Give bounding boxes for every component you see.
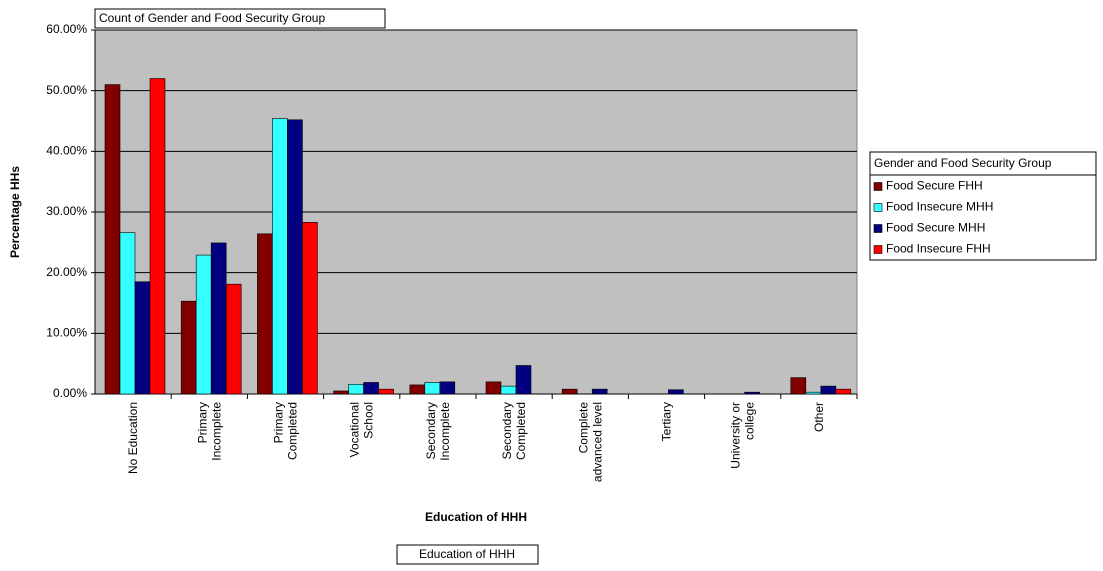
legend-label: Food Insecure FHH <box>886 242 991 256</box>
bar <box>333 390 349 395</box>
legend-label: Food Secure MHH <box>886 221 985 235</box>
bar <box>744 391 760 395</box>
legend-swatch <box>873 182 883 191</box>
bar <box>104 84 121 395</box>
legend-swatch <box>873 224 883 233</box>
legend-title: Gender and Food Security Group <box>874 156 1052 170</box>
x-tick-label: Other <box>812 402 826 432</box>
legend-swatch <box>873 203 883 212</box>
bar <box>500 385 517 395</box>
bar <box>134 281 151 395</box>
legend-label: Food Secure FHH <box>886 179 983 193</box>
y-axis-title: Percentage HHs <box>8 166 22 258</box>
x-tick-label: No Education <box>126 402 140 474</box>
field-button[interactable] <box>396 544 539 565</box>
bar <box>835 388 852 395</box>
x-tick-label: SecondaryIncomplete <box>424 402 452 461</box>
bar <box>257 233 273 395</box>
bar <box>210 242 227 395</box>
bar <box>515 365 532 395</box>
bar <box>820 385 837 395</box>
bar <box>195 254 212 395</box>
bar <box>149 78 166 395</box>
bar <box>363 382 379 395</box>
bar <box>591 388 608 395</box>
x-tick-label: University orcollege <box>729 402 757 469</box>
bar <box>287 119 303 395</box>
legend-label: Food Insecure MHH <box>886 200 993 214</box>
chart-title: Count of Gender and Food Security Group <box>99 11 325 25</box>
x-axis-title: Education of HHH <box>425 510 527 524</box>
legend-box <box>869 151 1097 261</box>
x-tick-label: Tertiary <box>660 402 674 441</box>
x-tick-label: VocationalSchool <box>348 402 376 457</box>
y-tick-label: 20.00% <box>46 265 87 279</box>
x-tick-label: PrimaryIncomplete <box>195 402 223 461</box>
bar <box>180 300 197 395</box>
y-tick-label: 30.00% <box>46 204 87 218</box>
bar <box>424 382 441 395</box>
bar <box>439 381 456 395</box>
bar <box>805 391 822 395</box>
bar <box>485 381 502 395</box>
bar <box>272 118 288 395</box>
bar <box>790 377 807 395</box>
y-tick-label: 0.00% <box>53 386 87 400</box>
y-tick-label: 10.00% <box>46 326 87 340</box>
legend-swatch <box>873 245 883 254</box>
y-tick-label: 50.00% <box>46 83 87 97</box>
title-button[interactable] <box>94 8 386 29</box>
bar <box>119 232 136 395</box>
x-tick-label: Completeadvanced level <box>576 402 604 482</box>
bar <box>225 283 242 395</box>
bar <box>668 389 684 395</box>
x-tick-label: PrimaryCompleted <box>272 402 300 460</box>
bar <box>378 388 394 395</box>
field-button-label: Education of HHH <box>419 547 515 561</box>
y-tick-label: 60.00% <box>46 22 87 36</box>
x-tick-label: SecondaryCompleted <box>500 402 528 460</box>
bar <box>409 384 426 395</box>
bar <box>302 222 318 395</box>
y-tick-label: 40.00% <box>46 144 87 158</box>
bar <box>561 388 578 395</box>
bar <box>348 383 364 395</box>
